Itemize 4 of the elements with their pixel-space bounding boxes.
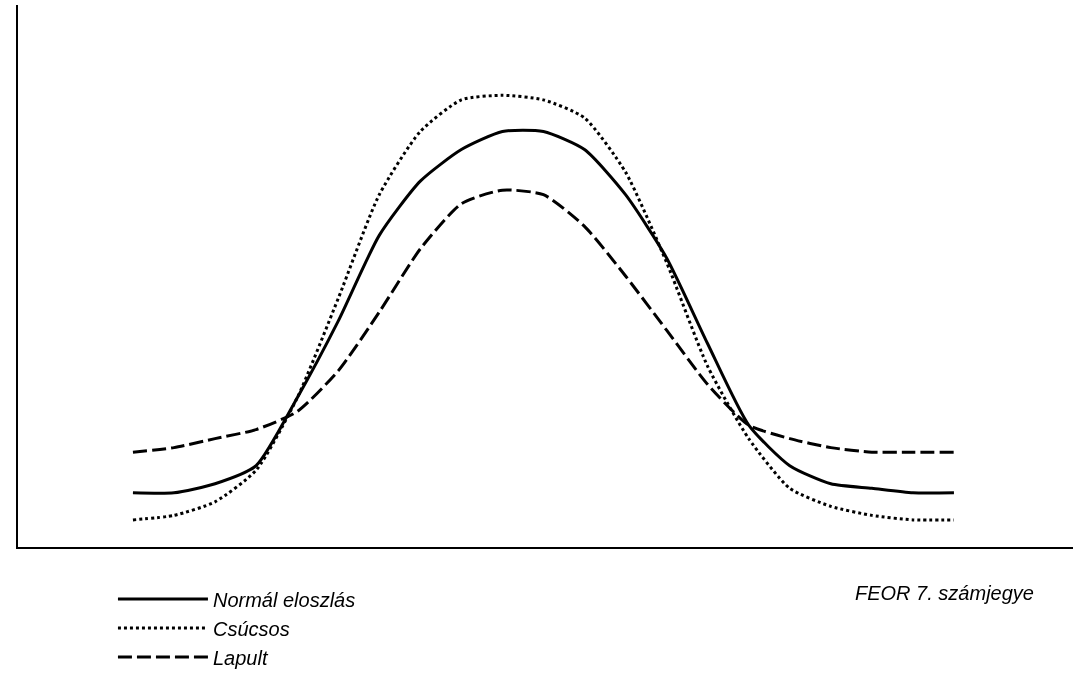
x-axis-title: FEOR 7. számjegye xyxy=(855,582,1034,604)
legend-label: Csúcsos xyxy=(212,617,290,640)
legend-label: Normál eloszlás xyxy=(212,588,356,611)
legend-label: Lapult xyxy=(212,646,269,669)
